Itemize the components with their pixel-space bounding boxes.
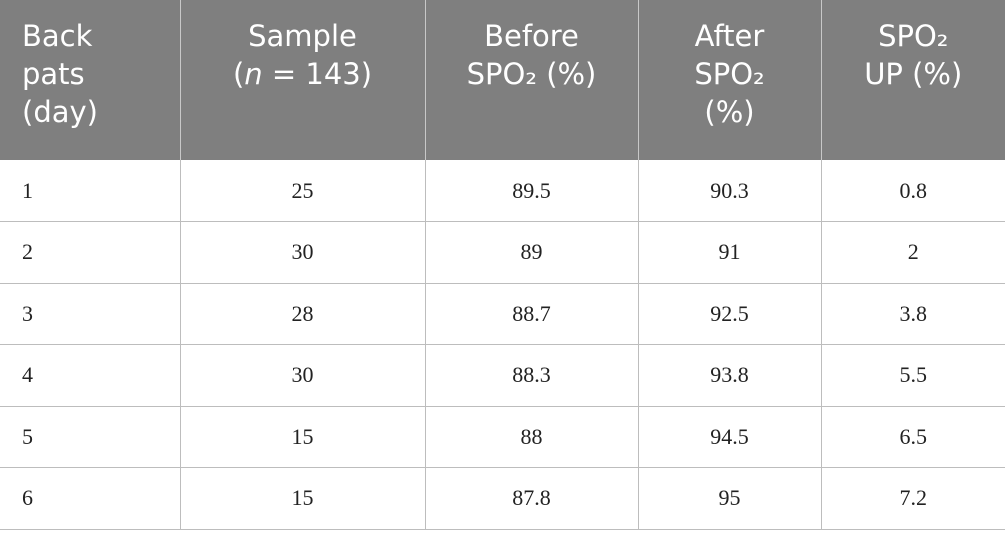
- table-cell: 93.8: [638, 344, 822, 407]
- header-cell: Back pats (day): [0, 0, 181, 160]
- table-cell: 0.8: [821, 160, 1005, 222]
- table-cell: 6.5: [821, 406, 1005, 468]
- table-header: Back pats (day) Sample (n = 143) Before …: [0, 0, 1005, 160]
- header-text: n: [244, 57, 263, 91]
- header-cell: After SPO₂ (%): [638, 0, 822, 160]
- table-cell: 6: [0, 467, 181, 530]
- header-text: (: [232, 57, 245, 91]
- header-text: = 143): [262, 57, 373, 91]
- table-cell: 92.5: [638, 283, 822, 345]
- table-cell: 88.7: [425, 283, 639, 345]
- table-cell: 5.5: [821, 344, 1005, 407]
- table-cell: 91: [638, 221, 822, 284]
- header-text: Back: [22, 19, 93, 53]
- header-text: (day): [22, 95, 98, 129]
- header-text: Sample: [248, 19, 357, 53]
- table-cell: 2: [821, 221, 1005, 284]
- table-cell: 5: [0, 406, 181, 468]
- header-text: pats: [22, 57, 85, 91]
- table-cell: 28: [180, 283, 426, 345]
- header-cell: SPO₂ UP (%): [821, 0, 1005, 160]
- header-row: Back pats (day) Sample (n = 143) Before …: [0, 0, 1005, 160]
- header-text: UP (%): [864, 57, 963, 91]
- table-cell: 4: [0, 344, 181, 407]
- table-cell: 15: [180, 467, 426, 530]
- header-text: SPO₂ (%): [466, 57, 597, 91]
- table-body: 1 25 89.5 90.3 0.8 2 30 89 91 2 3 28 88.7 92.5 3.8 4 30 8…: [0, 160, 1005, 530]
- table-cell: 25: [180, 160, 426, 222]
- header-text: After: [694, 19, 765, 53]
- table-cell: 89: [425, 221, 639, 284]
- header-text: Before: [484, 19, 579, 53]
- table-cell: 95: [638, 467, 822, 530]
- table-cell: 89.5: [425, 160, 639, 222]
- table-row: 4 30 88.3 93.8 5.5: [0, 344, 1005, 407]
- header-cell: Before SPO₂ (%): [425, 0, 639, 160]
- header-text: SPO₂: [878, 19, 949, 53]
- table-row: 3 28 88.7 92.5 3.8: [0, 283, 1005, 345]
- table-cell: 88.3: [425, 344, 639, 407]
- table-cell: 2: [0, 221, 181, 284]
- table-cell: 90.3: [638, 160, 822, 222]
- header-text: (%): [704, 95, 755, 129]
- table-cell: 3: [0, 283, 181, 345]
- header-line: (n = 143): [203, 55, 403, 93]
- table-cell: 30: [180, 221, 426, 284]
- table-cell: 7.2: [821, 467, 1005, 530]
- table-cell: 3.8: [821, 283, 1005, 345]
- table-cell: 94.5: [638, 406, 822, 468]
- table-cell: 88: [425, 406, 639, 468]
- data-table: Back pats (day) Sample (n = 143) Before …: [0, 0, 1005, 530]
- table-cell: 87.8: [425, 467, 639, 530]
- table-cell: 15: [180, 406, 426, 468]
- table-row: 6 15 87.8 95 7.2: [0, 467, 1005, 530]
- table-row: 1 25 89.5 90.3 0.8: [0, 160, 1005, 222]
- table-row: 5 15 88 94.5 6.5: [0, 406, 1005, 468]
- header-text: SPO₂: [694, 57, 765, 91]
- table-cell: 30: [180, 344, 426, 407]
- header-cell: Sample (n = 143): [180, 0, 426, 160]
- table-cell: 1: [0, 160, 181, 222]
- table-row: 2 30 89 91 2: [0, 221, 1005, 284]
